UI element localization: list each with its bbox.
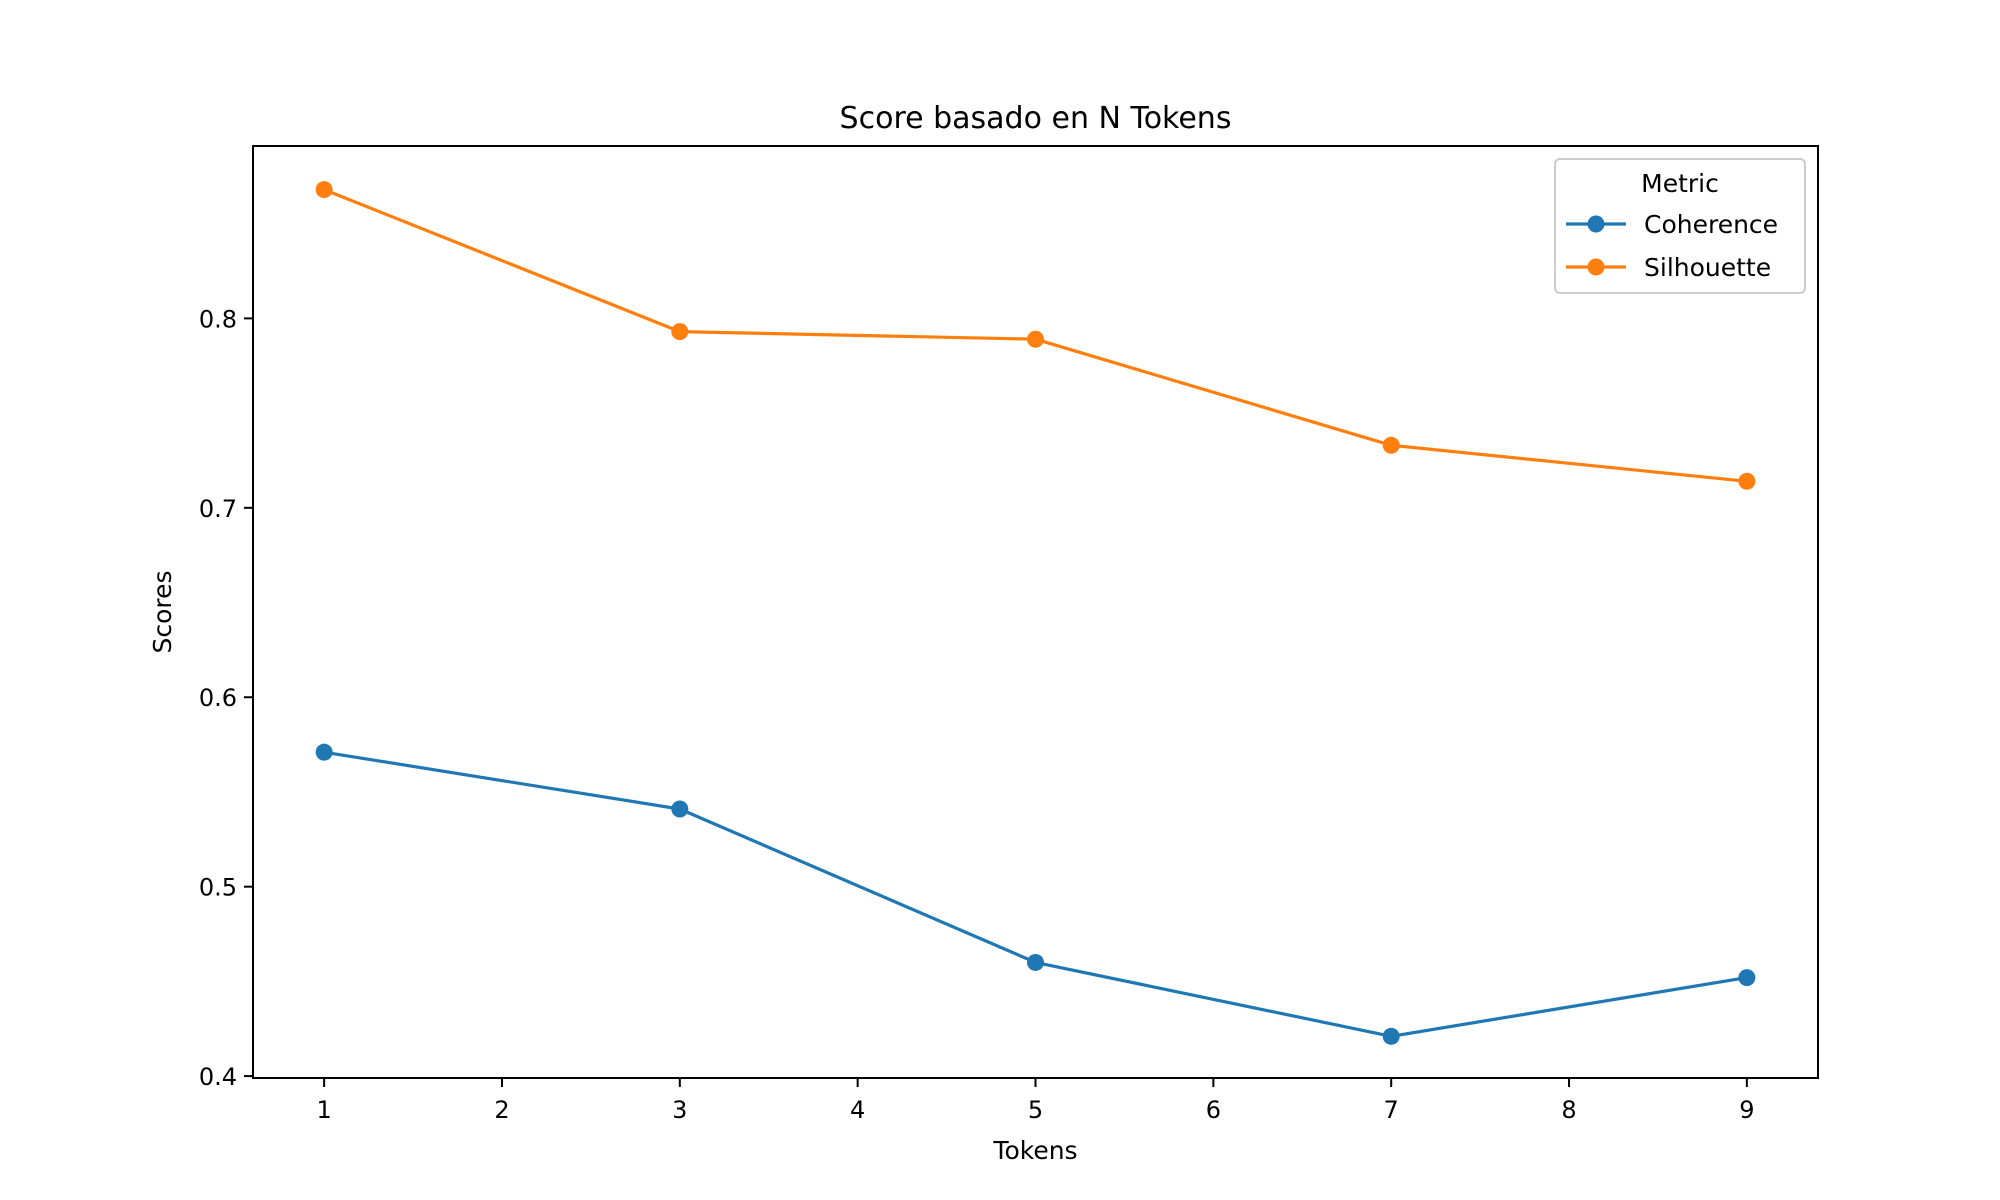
legend-box (1554, 158, 1806, 294)
x-tick-label: 2 (494, 1096, 509, 1124)
chart-title: Score basado en N Tokens (840, 101, 1232, 136)
x-axis-label: Tokens (992, 1136, 1077, 1165)
legend-label: Coherence (1644, 210, 1778, 239)
y-tick-label: 0.7 (199, 495, 237, 523)
series-coherence (315, 743, 1756, 1045)
legend: Metric Coherence Silhouette (1554, 158, 1806, 294)
legend-swatch-marker (1587, 258, 1605, 276)
silhouette-point (1027, 330, 1044, 348)
x-tick-label: 7 (1384, 1096, 1399, 1124)
y-axis-label: Scores (148, 570, 177, 653)
x-tick-label: 3 (672, 1096, 687, 1124)
legend-label: Silhouette (1644, 253, 1771, 282)
coherence-point (1738, 969, 1756, 987)
x-tick-label: 4 (850, 1096, 865, 1124)
legend-title: Metric (1641, 169, 1719, 198)
x-tick-label: 1 (316, 1096, 331, 1124)
legend-swatch-marker (1587, 215, 1605, 233)
y-tick-label: 0.6 (199, 684, 237, 712)
silhouette-point (315, 181, 333, 199)
ticks-layer: 1 2 3 4 5 6 7 8 9 0.4 0.5 0.6 0.7 0.8 (199, 305, 1755, 1124)
coherence-line (323, 750, 1748, 1038)
y-tick-label: 0.8 (199, 305, 237, 333)
x-tick-label: 8 (1561, 1096, 1576, 1124)
series-silhouette (315, 181, 1756, 490)
silhouette-point (671, 323, 689, 341)
coherence-point (315, 743, 333, 761)
x-tick-label: 6 (1206, 1096, 1221, 1124)
series-layer (315, 181, 1756, 1045)
coherence-point (1382, 1027, 1400, 1045)
legend-item-coherence: Coherence (1566, 210, 1778, 239)
silhouette-point (1738, 472, 1756, 490)
coherence-point (671, 800, 689, 818)
legend-item-silhouette: Silhouette (1566, 253, 1771, 282)
legend-items: Coherence Silhouette (1566, 210, 1778, 282)
x-tick-label: 9 (1739, 1096, 1754, 1124)
y-tick-label: 0.5 (199, 874, 237, 902)
coherence-point (1027, 953, 1044, 971)
y-tick-label: 0.4 (199, 1063, 237, 1091)
x-tick-label: 5 (1028, 1096, 1043, 1124)
silhouette-point (1382, 436, 1400, 454)
